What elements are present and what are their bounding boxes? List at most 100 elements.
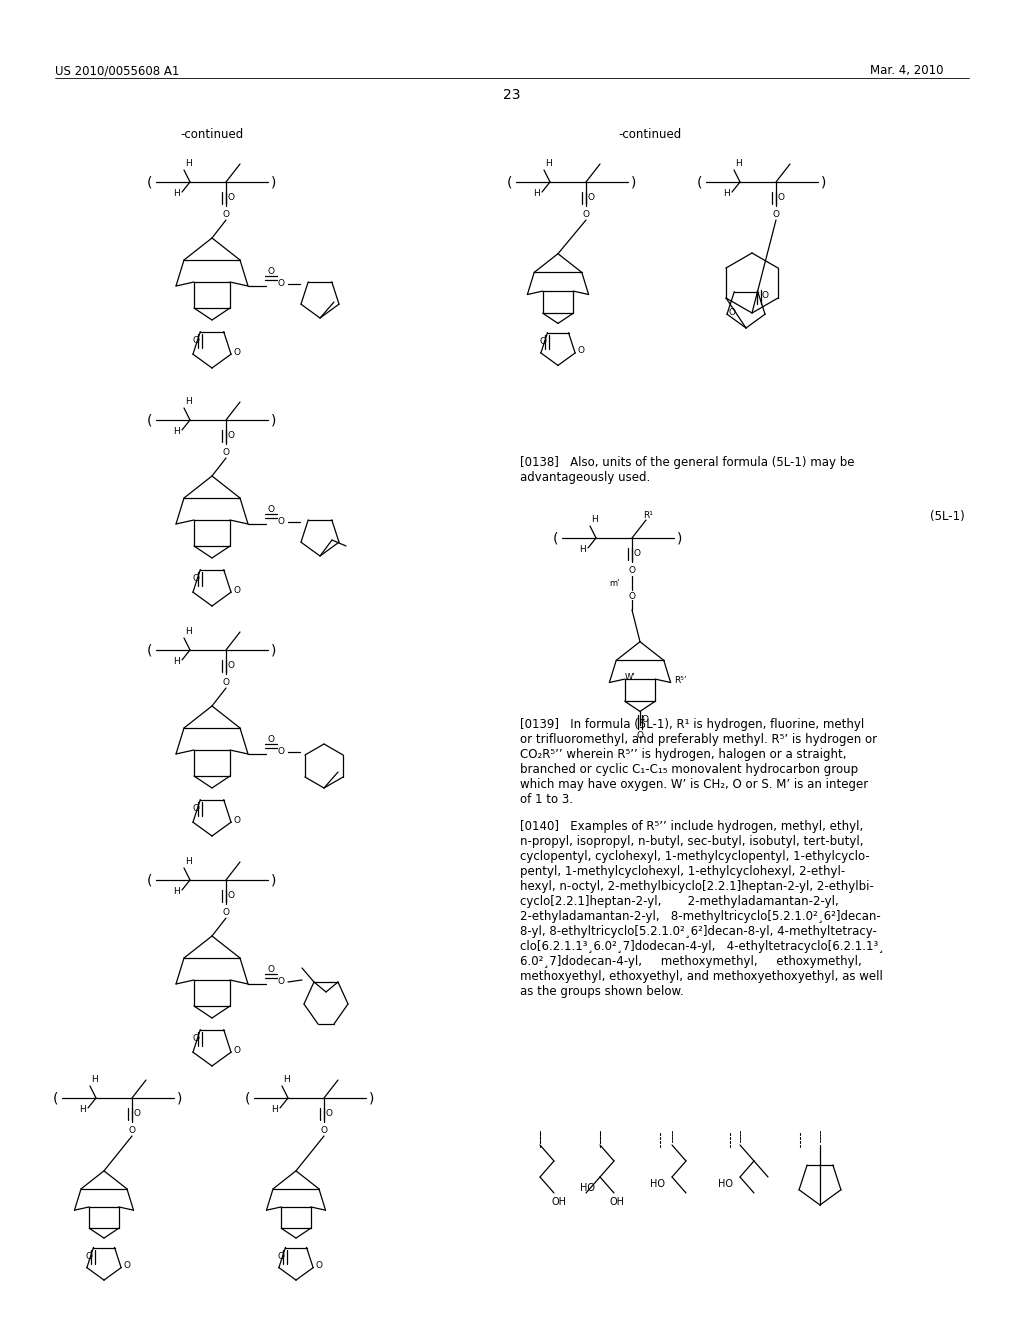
Text: branched or cyclic C₁-C₁₅ monovalent hydrocarbon group: branched or cyclic C₁-C₁₅ monovalent hyd… [520,763,858,776]
Text: ): ) [271,413,276,426]
Text: O: O [193,574,200,583]
Text: O: O [267,735,274,744]
Text: O: O [228,194,234,202]
Text: O: O [267,506,274,515]
Text: [0140]   Examples of R⁵’’ include hydrogen, methyl, ethyl,: [0140] Examples of R⁵’’ include hydrogen… [520,820,863,833]
Text: H: H [184,627,191,636]
Text: (: ( [147,176,153,189]
Text: clo[6.2.1.1³¸6.0²¸7]dodecan-4-yl,   4-ethyltetracyclo[6.2.1.1³¸: clo[6.2.1.1³¸6.0²¸7]dodecan-4-yl, 4-ethy… [520,940,884,953]
Text: (: ( [507,176,513,189]
Text: H: H [173,190,179,198]
Text: [0138]   Also, units of the general formula (5L-1) may be: [0138] Also, units of the general formul… [520,455,854,469]
Text: O: O [267,268,274,276]
Text: O: O [222,908,229,917]
Text: O: O [629,591,636,601]
Text: -continued: -continued [180,128,244,141]
Text: O: O [642,715,649,723]
Text: ): ) [271,176,276,189]
Text: O: O [583,210,590,219]
Text: H: H [173,887,179,896]
Text: ): ) [271,643,276,657]
Text: O: O [228,891,234,900]
Text: O: O [778,194,785,202]
Text: O: O [267,965,274,974]
Text: US 2010/0055608 A1: US 2010/0055608 A1 [55,63,179,77]
Text: O: O [578,346,584,355]
Text: ): ) [370,1092,375,1105]
Text: O: O [233,347,240,356]
Text: H: H [91,1076,97,1085]
Text: Mar. 4, 2010: Mar. 4, 2010 [870,63,943,77]
Text: O: O [278,517,285,527]
Text: cyclo[2.2.1]heptan-2-yl,       2-methyladamantan-2-yl,: cyclo[2.2.1]heptan-2-yl, 2-methyladamant… [520,895,839,908]
Text: 8-yl, 8-ethyltricyclo[5.2.1.0²¸6²]decan-8-yl, 4-methyltetracy-: 8-yl, 8-ethyltricyclo[5.2.1.0²¸6²]decan-… [520,925,877,939]
Text: H: H [734,160,741,169]
Text: O: O [278,978,285,986]
Text: O: O [222,447,229,457]
Text: (: ( [53,1092,58,1105]
Text: O: O [772,210,779,219]
Text: O: O [193,804,200,813]
Text: O: O [222,678,229,686]
Text: (: ( [697,176,702,189]
Text: O: O [123,1261,130,1270]
Text: O: O [228,432,234,441]
Text: O: O [222,210,229,219]
Text: H: H [173,657,179,667]
Text: HO: HO [718,1179,733,1189]
Text: H: H [79,1106,85,1114]
Text: H: H [532,190,540,198]
Text: as the groups shown below.: as the groups shown below. [520,985,684,998]
Text: or trifluoromethyl, and preferably methyl. R⁵’ is hydrogen or: or trifluoromethyl, and preferably methy… [520,733,878,746]
Text: O: O [128,1126,135,1135]
Text: (5L-1): (5L-1) [930,510,965,523]
Text: CO₂R⁵’’ wherein R⁵’’ is hydrogen, halogen or a straight,: CO₂R⁵’’ wherein R⁵’’ is hydrogen, haloge… [520,748,847,762]
Text: (: ( [553,531,559,545]
Text: (: ( [147,873,153,887]
Text: ): ) [821,176,826,189]
Text: pentyl, 1-methylcyclohexyl, 1-ethylcyclohexyl, 2-ethyl-: pentyl, 1-methylcyclohexyl, 1-ethylcyclo… [520,865,845,878]
Text: O: O [326,1110,333,1118]
Text: O: O [233,586,240,595]
Text: [0139]   In formula (5L-1), R¹ is hydrogen, fluorine, methyl: [0139] In formula (5L-1), R¹ is hydrogen… [520,718,864,731]
Text: H: H [579,545,586,554]
Text: W': W' [625,673,635,682]
Text: (: ( [147,643,153,657]
Text: H: H [591,516,597,524]
Text: O: O [321,1126,328,1135]
Text: 6.0²¸7]dodecan-4-yl,     methoxymethyl,     ethoxymethyl,: 6.0²¸7]dodecan-4-yl, methoxymethyl, etho… [520,954,862,968]
Text: O: O [629,566,636,576]
Text: ): ) [677,531,683,545]
Text: (: ( [147,413,153,426]
Text: H: H [184,858,191,866]
Text: O: O [315,1261,323,1270]
Text: hexyl, n-octyl, 2-methylbicyclo[2.2.1]heptan-2-yl, 2-ethylbi-: hexyl, n-octyl, 2-methylbicyclo[2.2.1]he… [520,880,873,894]
Text: advantageously used.: advantageously used. [520,471,650,484]
Text: O: O [193,335,200,345]
Text: OH: OH [610,1197,625,1206]
Text: R⁵’: R⁵’ [675,676,687,685]
Text: 2-ethyladamantan-2-yl,   8-methyltricyclo[5.2.1.0²¸6²]decan-: 2-ethyladamantan-2-yl, 8-methyltricyclo[… [520,909,881,923]
Text: O: O [193,1034,200,1043]
Text: ): ) [177,1092,182,1105]
Text: O: O [634,549,641,558]
Text: O: O [278,1251,285,1261]
Text: H: H [184,160,191,169]
Text: methoxyethyl, ethoxyethyl, and methoxyethoxyethyl, as well: methoxyethyl, ethoxyethyl, and methoxyet… [520,970,883,983]
Text: R¹: R¹ [643,511,653,520]
Text: O: O [134,1110,141,1118]
Text: n-propyl, isopropyl, n-butyl, sec-butyl, isobutyl, tert-butyl,: n-propyl, isopropyl, n-butyl, sec-butyl,… [520,836,863,847]
Text: O: O [233,1045,240,1055]
Text: HO: HO [650,1179,665,1189]
Text: O: O [762,292,769,301]
Text: of 1 to 3.: of 1 to 3. [520,793,573,807]
Text: ): ) [271,873,276,887]
Text: O: O [588,194,595,202]
Text: (: ( [246,1092,251,1105]
Text: H: H [184,397,191,407]
Text: O: O [86,1251,93,1261]
Text: ): ) [632,176,637,189]
Text: cyclopentyl, cyclohexyl, 1-methylcyclopentyl, 1-ethylcyclo-: cyclopentyl, cyclohexyl, 1-methylcyclope… [520,850,869,863]
Text: HO: HO [580,1183,595,1193]
Text: O: O [729,308,736,317]
